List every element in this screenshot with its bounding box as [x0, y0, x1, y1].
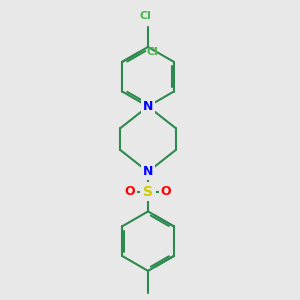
- Text: Cl: Cl: [146, 47, 158, 57]
- Text: N: N: [143, 165, 153, 178]
- Text: O: O: [125, 185, 136, 198]
- Text: Cl: Cl: [139, 11, 151, 21]
- Text: S: S: [143, 184, 153, 199]
- Text: N: N: [143, 100, 153, 113]
- Text: O: O: [160, 185, 171, 198]
